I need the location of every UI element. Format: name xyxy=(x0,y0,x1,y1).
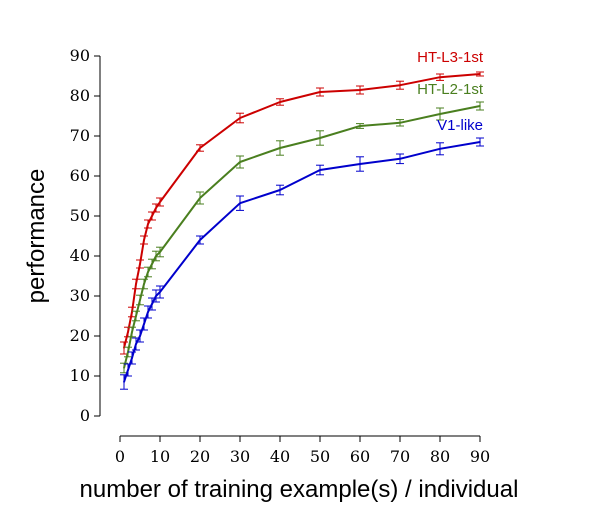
data-point xyxy=(199,147,201,149)
data-point xyxy=(359,89,361,91)
data-point xyxy=(127,331,129,333)
x-tick-label: 70 xyxy=(390,447,410,466)
x-tick-label: 0 xyxy=(115,447,125,466)
data-point xyxy=(279,147,281,149)
y-tick-label: 70 xyxy=(70,126,90,145)
x-axis: 0 10 20 30 40 50 60 70 80 90 xyxy=(115,435,490,466)
y-tick-label: 50 xyxy=(70,206,90,225)
data-point xyxy=(319,169,321,171)
y-axis: 0 10 20 30 40 50 60 70 80 90 xyxy=(70,46,101,425)
data-point xyxy=(439,76,441,78)
data-point xyxy=(279,189,281,191)
series-ht-l3-1st: HT-L3-1st xyxy=(120,49,484,355)
data-point xyxy=(359,125,361,127)
data-point xyxy=(319,137,321,139)
data-point xyxy=(147,311,149,313)
data-point xyxy=(155,295,157,297)
data-point xyxy=(479,73,481,75)
data-point xyxy=(131,331,133,333)
data-point xyxy=(151,303,153,305)
data-point xyxy=(131,357,133,359)
x-tick-label: 80 xyxy=(430,447,450,466)
y-tick-label: 30 xyxy=(70,286,90,305)
data-point xyxy=(439,113,441,115)
series-layer: HT-L3-1st HT-L2-1st V1-like xyxy=(120,49,484,390)
y-tick-label: 90 xyxy=(70,46,90,65)
y-tick-label: 0 xyxy=(80,406,90,425)
data-point xyxy=(135,283,137,285)
data-point xyxy=(439,148,441,150)
x-tick-label: 50 xyxy=(310,447,330,466)
y-tick-label: 80 xyxy=(70,86,90,105)
data-point xyxy=(135,315,137,317)
data-point xyxy=(239,117,241,119)
data-point xyxy=(399,84,401,86)
data-point xyxy=(143,283,145,285)
data-point xyxy=(123,367,125,369)
data-point xyxy=(399,122,401,124)
x-tick-label: 30 xyxy=(230,447,250,466)
data-point xyxy=(135,343,137,345)
data-point xyxy=(199,239,201,241)
x-axis-label: number of training example(s) / individu… xyxy=(80,476,519,503)
data-point xyxy=(479,141,481,143)
data-point xyxy=(159,291,161,293)
y-tick-label: 20 xyxy=(70,326,90,345)
data-point xyxy=(159,201,161,203)
x-tick-label: 90 xyxy=(470,447,490,466)
x-tick-label: 10 xyxy=(150,447,170,466)
data-point xyxy=(151,263,153,265)
data-point xyxy=(139,299,141,301)
data-point xyxy=(151,215,153,217)
data-point xyxy=(123,381,125,383)
x-tick-label: 60 xyxy=(350,447,370,466)
data-point xyxy=(239,202,241,204)
data-point xyxy=(143,323,145,325)
data-point xyxy=(159,251,161,253)
y-axis-label: performance xyxy=(23,169,50,304)
y-tick-label: 10 xyxy=(70,366,90,385)
data-point xyxy=(139,335,141,337)
data-point xyxy=(239,161,241,163)
data-point xyxy=(139,263,141,265)
data-point xyxy=(199,197,201,199)
series-label: HT-L3-1st xyxy=(417,49,484,66)
y-tick-label: 40 xyxy=(70,246,90,265)
data-point xyxy=(279,101,281,103)
data-point xyxy=(479,105,481,107)
series-label: V1-like xyxy=(437,117,483,134)
y-tick-label: 60 xyxy=(70,166,90,185)
series-label: HT-L2-1st xyxy=(417,81,484,98)
series-line xyxy=(123,141,481,383)
data-point xyxy=(127,369,129,371)
data-point xyxy=(147,223,149,225)
x-tick-label: 40 xyxy=(270,447,290,466)
series-ht-l2-1st: HT-L2-1st xyxy=(120,81,484,374)
data-point xyxy=(359,163,361,165)
series-line xyxy=(123,105,481,369)
data-point xyxy=(399,158,401,160)
data-point xyxy=(147,271,149,273)
data-point xyxy=(155,255,157,257)
data-point xyxy=(143,239,145,241)
data-point xyxy=(155,207,157,209)
data-point xyxy=(319,91,321,93)
series-line xyxy=(123,73,481,349)
series-v1-like: V1-like xyxy=(120,117,484,390)
x-tick-label: 20 xyxy=(190,447,210,466)
